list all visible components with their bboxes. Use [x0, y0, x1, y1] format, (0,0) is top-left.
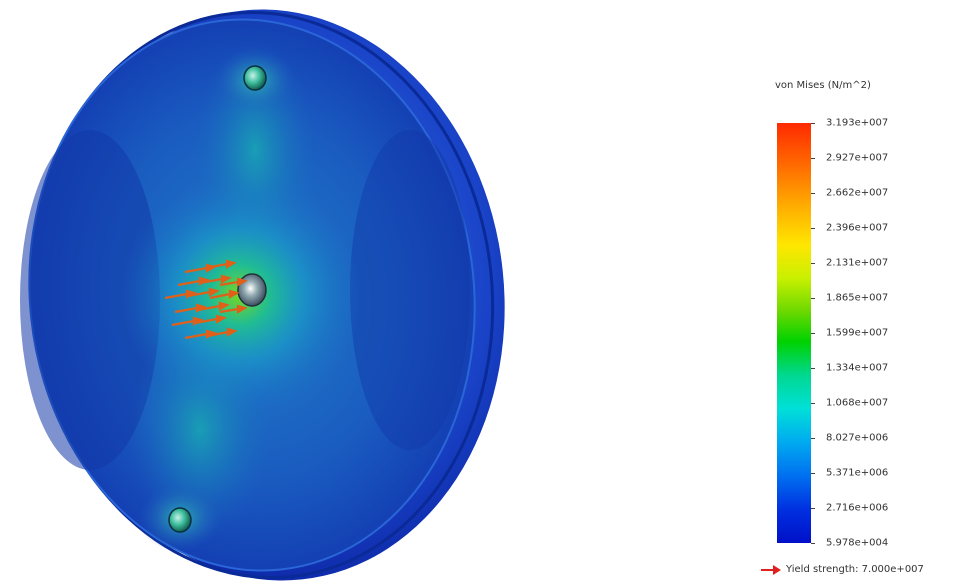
legend-tick-mark: [811, 543, 815, 544]
legend-tick-label: 1.599e+007: [826, 327, 889, 339]
legend-tick-label: 2.396e+007: [826, 222, 889, 234]
legend-tick-label: 5.371e+006: [826, 467, 889, 479]
legend-tick-mark: [811, 123, 815, 124]
yield-arrow-icon: [761, 565, 781, 575]
legend-tick-mark: [811, 193, 815, 194]
legend-tick-mark: [811, 438, 815, 439]
legend-tick-mark: [811, 228, 815, 229]
legend-tick-label: 2.927e+007: [826, 152, 889, 164]
legend-tick-label: 8.027e+006: [826, 432, 889, 444]
legend-tick-mark: [811, 368, 815, 369]
legend-tick-label: 2.131e+007: [826, 257, 889, 269]
legend-tick-label: 5.978e+004: [826, 537, 889, 549]
legend-tick-mark: [811, 508, 815, 509]
legend-tick-label: 1.068e+007: [826, 397, 889, 409]
bottom-bolt-hole: [168, 507, 192, 533]
legend-tick-label: 3.193e+007: [826, 117, 889, 129]
legend-tick-label: 2.662e+007: [826, 187, 889, 199]
legend-tick-label: 1.865e+007: [826, 292, 889, 304]
low-stress-zone-left: [20, 130, 160, 470]
color-legend: von Mises (N/m^2) 3.193e+007 2.927e+007 2.…: [760, 75, 960, 555]
legend-tick-mark: [811, 158, 815, 159]
low-stress-zone-right: [350, 130, 470, 450]
legend-tick-mark: [811, 263, 815, 264]
legend-tick-label: 2.716e+006: [826, 502, 889, 514]
center-hole: [237, 273, 267, 307]
legend-tick-label: 1.334e+007: [826, 362, 889, 374]
yield-strength-indicator: Yield strength: 7.000e+007: [760, 562, 960, 578]
legend-colorbar: [777, 123, 811, 543]
top-bolt-hole: [243, 65, 267, 91]
legend-tick-mark: [811, 403, 815, 404]
pressure-load-arrows: [164, 259, 248, 340]
legend-tick-mark: [811, 333, 815, 334]
legend-tick-mark: [811, 298, 815, 299]
legend-tick-mark: [811, 473, 815, 474]
legend-title: von Mises (N/m^2): [775, 80, 871, 91]
yield-strength-label: Yield strength: 7.000e+007: [786, 564, 924, 575]
